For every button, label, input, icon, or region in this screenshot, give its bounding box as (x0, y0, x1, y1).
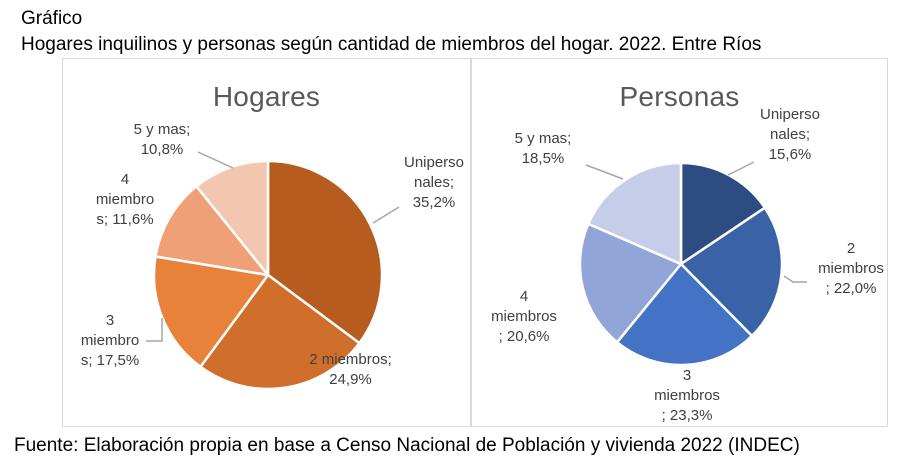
leader-line-unipersonales (727, 161, 755, 176)
3-miembros-slice[interactable] (152, 255, 270, 369)
hogares-label-5ymas: 5 y mas; 10,8% (133, 121, 191, 158)
4-miembros-slice[interactable] (154, 185, 270, 277)
personas-label-4miembros: 4 miembros ; 20,6% (491, 288, 557, 345)
personas-pie[interactable] (472, 59, 887, 426)
figure-title: Hogares inquilinos y personas según cant… (21, 34, 762, 55)
leader-line-2miembros (783, 275, 807, 283)
leader-line-unipersonales (372, 206, 400, 224)
hogares-chart-title: Hogares (212, 81, 321, 112)
2-miembros-slice[interactable] (199, 273, 361, 391)
leader-line-5ymas (197, 151, 234, 169)
personas-chart-title: Personas (619, 81, 740, 112)
figure-header: Gráfico Hogares inquilinos y personas se… (21, 6, 761, 58)
personas-label-3miembros: 3 miembros ; 23,3% (654, 367, 720, 424)
personas-label-unipersonales: Uniperso nales; 15,6% (759, 106, 821, 163)
figure-kicker: Gráfico (21, 8, 83, 29)
personas-label-5ymas: 5 y mas; 18,5% (514, 130, 572, 167)
hogares-chart-panel[interactable]: Hogares Uniperso nales; 35,2% 2 miembros… (62, 58, 471, 427)
leader-line-3miembros (146, 318, 163, 342)
personas-label-2miembros: 2 miembros ; 22,0% (818, 240, 884, 297)
hogares-label-unipersonales: Uniperso nales; 35,2% (403, 154, 465, 211)
hogares-pie[interactable] (63, 59, 470, 426)
5-y-mas-slice[interactable] (587, 161, 683, 266)
hogares-label-2miembros: 2 miembros; 24,9% (309, 351, 392, 388)
2-miembros-slice[interactable] (679, 206, 784, 338)
leader-line-5ymas (585, 164, 624, 180)
hogares-label-3miembros: 3 miembro s; 17,5% (80, 312, 140, 369)
source-note: Fuente: Elaboración propia en base a Cen… (14, 435, 800, 456)
5-y-mas-slice[interactable] (195, 159, 270, 277)
unipersonales-slice[interactable] (266, 159, 384, 345)
3-miembros-slice[interactable] (615, 262, 754, 367)
personas-chart-panel[interactable]: Personas Uniperso nales; 15,6% 2 miembro… (471, 58, 888, 427)
hogares-label-4miembros: 4 miembro s; 11,6% (95, 171, 155, 228)
